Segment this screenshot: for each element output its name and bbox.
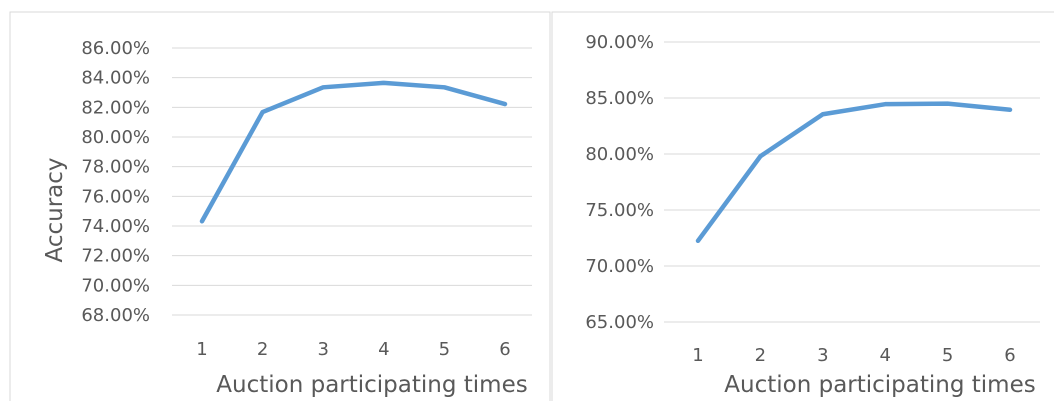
x-axis-title: Auction participating times [216, 372, 527, 398]
x-tick-label: 6 [499, 339, 510, 360]
y-tick-label: 90.00% [585, 32, 654, 53]
y-tick-label: 74.00% [81, 216, 150, 237]
y-tick-label: 85.00% [585, 88, 654, 109]
chart-left-y-ticks: 86.00% 84.00% 82.00% 80.00% 78.00% 76.00… [81, 38, 150, 326]
y-tick-label: 65.00% [585, 312, 654, 333]
x-tick-label: 4 [378, 339, 389, 360]
chart-left-x-ticks: 1 2 3 4 5 6 [196, 339, 510, 360]
chart-right: 90.00% 85.00% 80.00% 75.00% 70.00% 65.00… [551, 11, 1054, 401]
x-tick-label: 2 [755, 345, 766, 366]
chart-right-frame [551, 11, 1054, 401]
x-tick-label: 1 [196, 339, 207, 360]
series-line [695, 101, 1013, 244]
series-line [199, 80, 508, 224]
chart-left-frame [9, 11, 551, 401]
chart-left-gridlines [172, 47, 532, 316]
chart-right-x-ticks: 1 2 3 4 5 6 [692, 345, 1015, 366]
x-tick-label: 2 [257, 339, 268, 360]
x-tick-label: 1 [692, 345, 703, 366]
y-tick-label: 78.00% [81, 157, 150, 178]
y-tick-label: 68.00% [81, 305, 150, 326]
y-tick-label: 84.00% [81, 68, 150, 89]
x-tick-label: 5 [439, 339, 450, 360]
y-tick-label: 82.00% [81, 97, 150, 118]
x-tick-label: 6 [1004, 345, 1015, 366]
x-tick-label: 5 [942, 345, 953, 366]
y-tick-label: 80.00% [81, 127, 150, 148]
y-tick-label: 70.00% [585, 256, 654, 277]
y-tick-label: 86.00% [81, 38, 150, 59]
x-tick-label: 3 [817, 345, 828, 366]
y-tick-label: 76.00% [81, 186, 150, 207]
y-axis-title: Accuracy [42, 157, 68, 262]
y-tick-label: 75.00% [585, 200, 654, 221]
x-tick-label: 4 [879, 345, 890, 366]
chart-left: 86.00% 84.00% 82.00% 80.00% 78.00% 76.00… [9, 11, 551, 401]
chart-right-y-ticks: 90.00% 85.00% 80.00% 75.00% 70.00% 65.00… [585, 32, 654, 333]
y-tick-label: 80.00% [585, 144, 654, 165]
chart-right-gridlines [664, 41, 1040, 323]
y-tick-label: 70.00% [81, 275, 150, 296]
x-tick-label: 3 [317, 339, 328, 360]
y-tick-label: 72.00% [81, 246, 150, 267]
x-axis-title: Auction participating times [724, 372, 1035, 398]
